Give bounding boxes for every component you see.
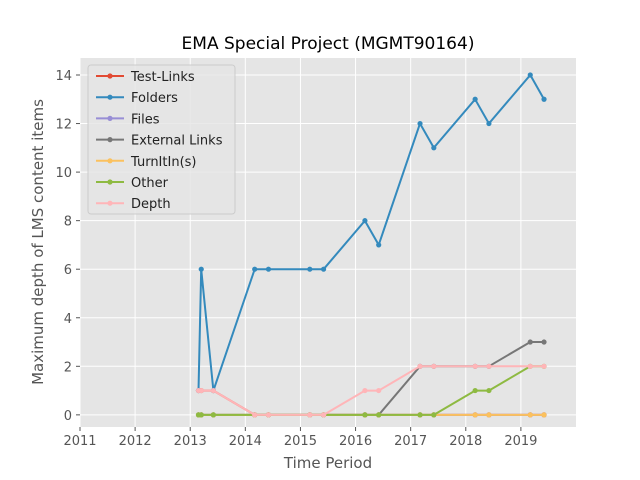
- x-axis-ticks: 2011 2012 2013 2014 2015 2016 2017 2018 2019: [63, 427, 537, 449]
- x-tick-label: 2017: [394, 434, 427, 449]
- series-lines: [195, 72, 547, 418]
- legend-item: External Links: [96, 134, 223, 149]
- data-point: [527, 339, 533, 345]
- legend-item: Test-Links: [96, 70, 195, 85]
- legend-item: Folders: [96, 91, 178, 106]
- data-point: [252, 266, 258, 272]
- data-point: [198, 266, 204, 272]
- data-point: [362, 412, 368, 418]
- data-point: [252, 412, 258, 418]
- legend-label: Test-Links: [130, 70, 195, 85]
- data-point: [472, 363, 478, 369]
- y-tick-label: 10: [55, 166, 72, 181]
- series-depth: [195, 363, 547, 418]
- data-point: [307, 266, 313, 272]
- data-point: [472, 412, 478, 418]
- data-point: [541, 412, 547, 418]
- data-point: [472, 96, 478, 102]
- series-folders: [195, 72, 547, 394]
- data-point: [376, 412, 382, 418]
- legend-box: [87, 64, 236, 215]
- data-point: [320, 412, 327, 418]
- data-point: [362, 387, 368, 394]
- x-tick-label: 2015: [284, 434, 317, 449]
- data-point: [265, 266, 272, 272]
- data-point: [486, 120, 492, 127]
- chart-title: EMA Special Project (MGMT90164): [182, 34, 475, 54]
- data-point: [265, 412, 272, 418]
- data-point: [376, 387, 382, 394]
- x-tick-label: 2014: [229, 434, 262, 449]
- x-tick-label: 2016: [339, 434, 372, 449]
- x-tick-label: 2018: [449, 434, 482, 449]
- y-tick-label: 0: [64, 409, 72, 424]
- legend-label: External Links: [131, 134, 223, 149]
- legend-marker: [107, 115, 113, 121]
- legend-item: TurnItIn(s): [96, 155, 196, 170]
- data-point: [527, 363, 533, 369]
- legend-label: Files: [131, 112, 160, 127]
- y-axis-label: Maximum depth of LMS content items: [29, 99, 47, 385]
- legend-marker: [107, 158, 113, 164]
- legend-label: Other: [131, 176, 169, 191]
- y-tick-label: 2: [64, 360, 72, 375]
- data-point: [527, 412, 533, 418]
- data-point: [320, 266, 327, 272]
- data-point: [210, 412, 216, 418]
- x-tick-label: 2019: [504, 434, 537, 449]
- data-point: [198, 412, 204, 418]
- data-point: [198, 387, 204, 394]
- y-tick-label: 14: [55, 69, 72, 84]
- data-point: [417, 363, 423, 369]
- data-point: [362, 218, 368, 224]
- legend-marker: [107, 179, 113, 185]
- legend-marker: [107, 200, 113, 206]
- data-point: [376, 242, 382, 248]
- legend-item: Depth: [96, 197, 171, 212]
- y-tick-label: 8: [64, 215, 72, 230]
- legend: Test-Links Folders Files External Links Turn…: [87, 64, 236, 215]
- legend-label: Folders: [131, 91, 178, 106]
- legend-label: Depth: [131, 197, 171, 212]
- y-tick-label: 12: [55, 118, 72, 133]
- legend-item: Other: [96, 176, 169, 191]
- data-point: [472, 387, 478, 394]
- legend-marker: [107, 73, 113, 79]
- data-point: [527, 72, 533, 78]
- data-point: [210, 387, 216, 394]
- data-point: [486, 387, 492, 394]
- data-point: [431, 363, 437, 369]
- y-tick-label: 6: [64, 263, 72, 278]
- data-point: [417, 412, 423, 418]
- x-axis-label: Time Period: [283, 454, 372, 472]
- data-point: [431, 145, 437, 151]
- data-point: [431, 412, 437, 418]
- y-axis-ticks: 0 2 4 6 8 10 12 14: [55, 69, 80, 424]
- data-point: [541, 339, 547, 345]
- x-tick-label: 2012: [119, 434, 152, 449]
- data-point: [541, 96, 547, 102]
- y-tick-label: 4: [64, 312, 72, 327]
- data-point: [486, 363, 492, 369]
- data-point: [417, 120, 423, 127]
- legend-marker: [107, 94, 113, 100]
- data-point: [486, 412, 492, 418]
- legend-item: Files: [96, 112, 160, 127]
- data-point: [541, 363, 547, 369]
- x-tick-label: 2011: [63, 434, 96, 449]
- x-tick-label: 2013: [174, 434, 207, 449]
- legend-label: TurnItIn(s): [130, 155, 196, 170]
- legend-marker: [107, 137, 113, 143]
- data-point: [307, 412, 313, 418]
